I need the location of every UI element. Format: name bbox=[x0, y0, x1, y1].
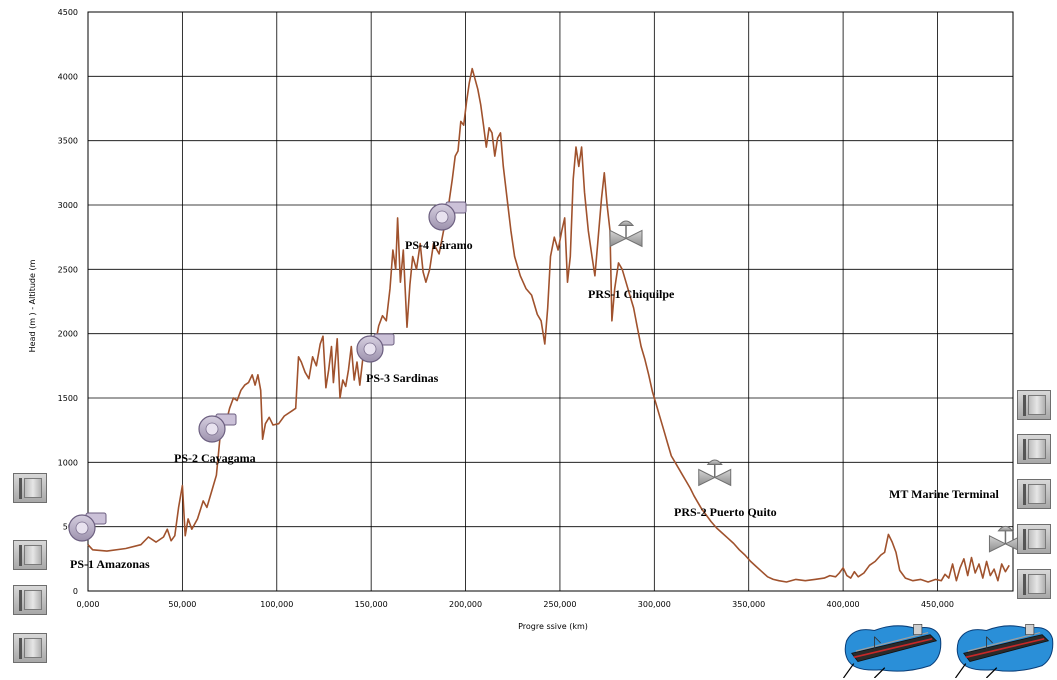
x-tick-label: 200,000 bbox=[449, 600, 482, 609]
station-label: PS-2 Cayagama bbox=[174, 451, 256, 465]
station-label: PRS-2 Puerto Quito bbox=[674, 505, 777, 519]
y-axis-title: Head (m ) - Altitude (m bbox=[28, 259, 37, 352]
chart-series bbox=[87, 67, 1010, 583]
storage-tank-icon bbox=[13, 473, 47, 503]
y-tick-label: 3000 bbox=[58, 201, 78, 210]
y-tick-label: 4000 bbox=[58, 72, 78, 81]
x-tick-label: 450,000 bbox=[921, 600, 954, 609]
y-tick-label: 4500 bbox=[58, 8, 78, 17]
y-tick-label: 1500 bbox=[58, 394, 78, 403]
chart-grid bbox=[87, 11, 1014, 592]
storage-tank-icon bbox=[1017, 479, 1051, 509]
x-tick-label: 0,000 bbox=[77, 600, 100, 609]
y-tick-label: 2500 bbox=[58, 265, 78, 274]
storage-tank-icon bbox=[13, 633, 47, 663]
x-tick-label: 250,000 bbox=[543, 600, 576, 609]
pump-icon bbox=[428, 201, 467, 231]
pump-icon bbox=[198, 413, 237, 443]
storage-tank-icon bbox=[1017, 434, 1051, 464]
x-tick-label: 400,000 bbox=[827, 600, 860, 609]
storage-tank-icon bbox=[13, 540, 47, 570]
x-axis-title: Progre ssive (km) bbox=[518, 622, 588, 631]
station-label: PS-3 Sardinas bbox=[366, 371, 439, 385]
tanker-ship-icon bbox=[955, 623, 1054, 678]
chart-annotations: PS-1 Amazonas PS-2 Cayagama PS-3 Sardinas P… bbox=[68, 201, 1023, 571]
elevation-profile-line bbox=[87, 67, 1010, 583]
valve-icon bbox=[697, 459, 732, 487]
pump-icon bbox=[356, 333, 395, 363]
station-label: PRS-1 Chiquilpe bbox=[588, 287, 675, 301]
storage-tank-icon bbox=[13, 585, 47, 615]
station-label: PS-4 Páramo bbox=[405, 238, 473, 252]
x-tick-label: 350,000 bbox=[732, 600, 765, 609]
station-label: PS-1 Amazonas bbox=[70, 557, 150, 571]
chart-ticks: 0500100015002000250030003500400045000,00… bbox=[58, 8, 954, 609]
tanker-group bbox=[843, 623, 1054, 678]
y-tick-label: 0 bbox=[73, 587, 78, 596]
valve-icon bbox=[609, 220, 643, 248]
x-tick-label: 100,000 bbox=[260, 600, 293, 609]
storage-tank-icon bbox=[1017, 390, 1051, 420]
plot-area-border bbox=[87, 11, 1014, 592]
tanker-ship-icon bbox=[843, 623, 942, 678]
y-tick-label: 3500 bbox=[58, 137, 78, 146]
x-tick-label: 50,000 bbox=[168, 600, 196, 609]
station-label: MT Marine Terminal bbox=[889, 487, 999, 501]
y-tick-label: 2000 bbox=[58, 330, 78, 339]
x-tick-label: 150,000 bbox=[355, 600, 388, 609]
x-tick-label: 300,000 bbox=[638, 600, 671, 609]
storage-tank-icon bbox=[1017, 569, 1051, 599]
storage-tank-icon bbox=[1017, 524, 1051, 554]
y-tick-label: 1000 bbox=[58, 458, 78, 467]
